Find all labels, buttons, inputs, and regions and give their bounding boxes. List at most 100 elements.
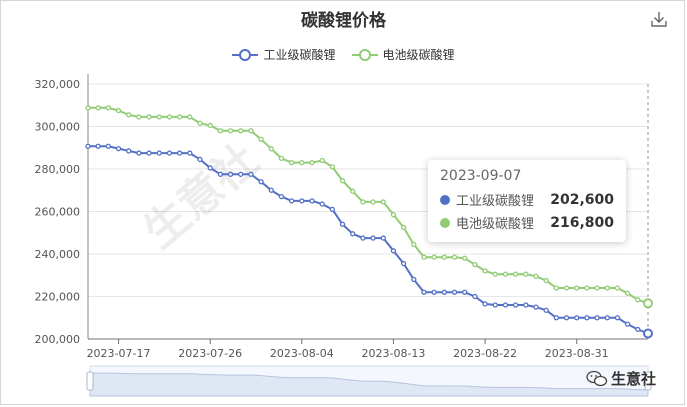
- data-point[interactable]: [635, 326, 641, 333]
- legend-item-industrial[interactable]: 工业级碳酸锂: [232, 46, 336, 63]
- data-point[interactable]: [492, 271, 498, 277]
- data-point[interactable]: [156, 150, 162, 156]
- data-point[interactable]: [512, 302, 519, 308]
- data-point[interactable]: [156, 114, 162, 120]
- data-point[interactable]: [574, 315, 580, 321]
- data-point[interactable]: [238, 171, 244, 177]
- data-point[interactable]: [248, 171, 254, 177]
- zoom-handle-right[interactable]: [644, 371, 652, 391]
- data-point[interactable]: [299, 198, 305, 204]
- data-point[interactable]: [370, 199, 376, 205]
- data-point[interactable]: [146, 114, 152, 120]
- data-point[interactable]: [482, 268, 488, 274]
- data-point[interactable]: [309, 159, 315, 166]
- data-point[interactable]: [329, 164, 336, 170]
- download-icon[interactable]: [650, 10, 668, 28]
- data-point[interactable]: [492, 302, 498, 308]
- data-point[interactable]: [319, 201, 325, 207]
- data-point[interactable]: [126, 148, 132, 154]
- data-point[interactable]: [136, 114, 142, 120]
- data-point[interactable]: [614, 285, 621, 291]
- data-point[interactable]: [370, 235, 376, 241]
- data-point[interactable]: [482, 301, 488, 307]
- data-point[interactable]: [278, 155, 285, 162]
- data-point[interactable]: [207, 165, 213, 171]
- data-point[interactable]: [146, 150, 152, 156]
- data-point[interactable]: [563, 315, 570, 321]
- data-point[interactable]: [400, 224, 407, 231]
- data-point[interactable]: [278, 193, 285, 200]
- data-point[interactable]: [350, 231, 356, 237]
- data-point[interactable]: [574, 285, 580, 291]
- data-point[interactable]: [95, 143, 101, 149]
- data-point[interactable]: [604, 315, 610, 321]
- data-point[interactable]: [105, 105, 112, 111]
- data-point[interactable]: [95, 105, 101, 111]
- data-zoom-slider[interactable]: [86, 365, 652, 397]
- data-point[interactable]: [268, 146, 274, 152]
- data-point[interactable]: [411, 241, 417, 248]
- data-point[interactable]: [643, 328, 653, 339]
- data-point[interactable]: [268, 187, 274, 193]
- data-point[interactable]: [105, 143, 112, 149]
- data-point[interactable]: [411, 276, 417, 283]
- data-point[interactable]: [472, 293, 478, 300]
- data-point[interactable]: [309, 198, 315, 204]
- data-point[interactable]: [604, 285, 610, 291]
- data-point[interactable]: [421, 254, 427, 260]
- data-point[interactable]: [227, 128, 234, 134]
- data-point[interactable]: [421, 289, 427, 295]
- data-point[interactable]: [523, 302, 529, 308]
- data-point[interactable]: [207, 122, 213, 129]
- data-point[interactable]: [594, 315, 600, 321]
- data-point[interactable]: [187, 114, 193, 120]
- data-point[interactable]: [462, 255, 468, 261]
- data-point[interactable]: [339, 221, 346, 227]
- data-point[interactable]: [166, 114, 173, 120]
- data-point[interactable]: [176, 150, 183, 156]
- data-point[interactable]: [329, 206, 336, 213]
- data-point[interactable]: [553, 285, 560, 291]
- data-point[interactable]: [299, 159, 305, 166]
- data-point[interactable]: [360, 235, 366, 241]
- data-point[interactable]: [624, 290, 631, 296]
- data-point[interactable]: [288, 159, 295, 166]
- data-point[interactable]: [614, 315, 621, 321]
- data-point[interactable]: [227, 171, 234, 177]
- data-point[interactable]: [472, 261, 478, 268]
- data-point[interactable]: [635, 297, 641, 303]
- data-point[interactable]: [390, 248, 397, 254]
- data-point[interactable]: [512, 271, 519, 277]
- data-point[interactable]: [176, 114, 183, 120]
- data-point[interactable]: [319, 157, 325, 164]
- data-point[interactable]: [502, 271, 509, 277]
- data-point[interactable]: [431, 289, 437, 295]
- data-point[interactable]: [624, 321, 631, 327]
- data-point[interactable]: [258, 179, 264, 185]
- data-point[interactable]: [523, 271, 529, 277]
- data-point[interactable]: [553, 315, 560, 321]
- data-point[interactable]: [197, 156, 203, 163]
- data-point[interactable]: [380, 199, 386, 205]
- data-point[interactable]: [533, 273, 539, 279]
- data-point[interactable]: [533, 304, 539, 310]
- data-point[interactable]: [400, 260, 407, 267]
- data-point[interactable]: [288, 198, 295, 204]
- data-point[interactable]: [584, 315, 590, 321]
- data-point[interactable]: [643, 298, 653, 309]
- data-point[interactable]: [441, 254, 448, 260]
- data-point[interactable]: [248, 128, 254, 134]
- zoom-handle-left[interactable]: [86, 371, 94, 391]
- data-point[interactable]: [380, 235, 386, 241]
- data-point[interactable]: [441, 289, 448, 295]
- data-point[interactable]: [197, 120, 203, 126]
- data-point[interactable]: [217, 171, 224, 177]
- legend-item-battery[interactable]: 电池级碳酸锂: [351, 46, 455, 63]
- data-point[interactable]: [502, 302, 509, 308]
- data-point[interactable]: [258, 136, 264, 142]
- data-point[interactable]: [339, 178, 346, 184]
- data-point[interactable]: [85, 143, 91, 149]
- data-point[interactable]: [431, 254, 437, 260]
- data-point[interactable]: [85, 105, 91, 111]
- data-point[interactable]: [217, 128, 224, 134]
